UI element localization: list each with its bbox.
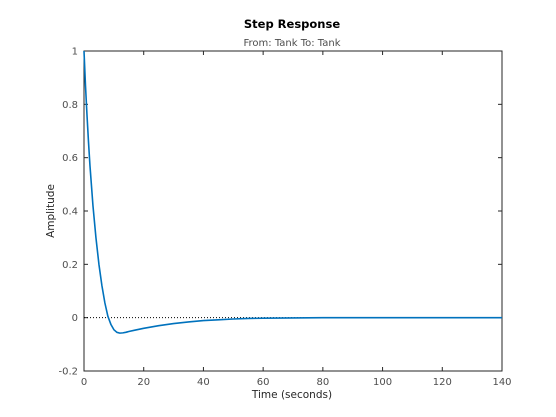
plot-axes: 0 20 40 60 80 100 120 140-0.200.20.40.60.81	[58, 47, 511, 389]
x-tick-label: 120	[433, 377, 452, 388]
step-response-line	[83, 50, 502, 334]
y-tick-label: 0.6	[62, 153, 78, 164]
y-tick-label: 0.8	[62, 100, 78, 111]
plot-area-box	[83, 50, 503, 372]
y-tick-label: -0.2	[58, 367, 78, 378]
x-tick-label: 80	[316, 377, 329, 388]
y-tick-label: 0.4	[62, 207, 78, 218]
x-tick-label: 60	[257, 377, 270, 388]
y-tick-label: 1	[72, 47, 78, 58]
x-tick-label: 40	[197, 377, 210, 388]
x-axis-label: Time (seconds)	[251, 389, 332, 401]
chart-subtitle: From: Tank To: Tank	[244, 38, 341, 49]
y-axis-label: Amplitude	[45, 184, 57, 238]
chart-title: Step Response	[244, 17, 340, 31]
x-tick-label: 20	[137, 377, 150, 388]
y-tick-label: 0	[72, 313, 78, 324]
x-tick-label: 0	[81, 377, 87, 388]
x-tick-label: 140	[492, 377, 511, 388]
y-tick-label: 0.2	[62, 260, 78, 271]
x-tick-label: 100	[373, 377, 392, 388]
